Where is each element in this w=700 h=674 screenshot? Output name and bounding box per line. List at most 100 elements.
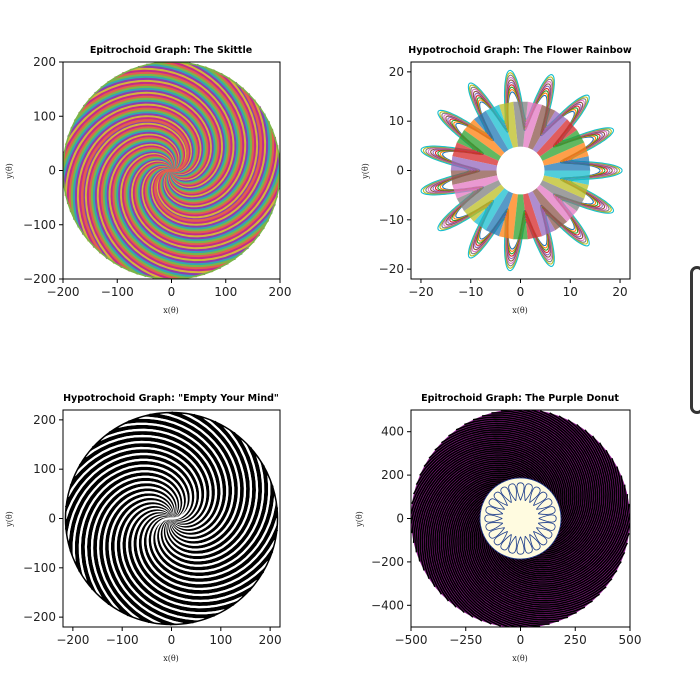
- rosette-petal: [508, 535, 517, 554]
- swirl-arm: [438, 472, 520, 625]
- y-tick-label: 200: [381, 468, 404, 482]
- y-tick-label: 0: [396, 164, 404, 178]
- spiral-arm: [73, 440, 207, 524]
- wedge: [473, 110, 509, 153]
- swirl-arm: [440, 424, 578, 537]
- wedge: [536, 119, 577, 157]
- spiral-arm: [155, 475, 271, 573]
- swirl-arm: [450, 483, 550, 625]
- swirl-arm: [446, 480, 531, 627]
- swirl-arm: [514, 419, 607, 569]
- spiral-arm: [148, 507, 279, 582]
- swirl-arm: [471, 514, 622, 604]
- rosette-petal: [500, 486, 512, 504]
- spiral-arm: [87, 478, 180, 605]
- x-tick-label: −20: [408, 285, 433, 299]
- swirl-arm: [415, 450, 555, 553]
- x-axis-label: x(θ): [512, 654, 528, 663]
- swirl-arm: [510, 410, 595, 557]
- panel-skittle: Epitrochoid Graph: The Skittle −200 −100 0…: [5, 45, 291, 315]
- panel-flower-rainbow: Hypotrochoid Graph: The Flower Rainbow −…: [361, 45, 632, 315]
- swirl-arm: [455, 488, 569, 621]
- x-tick-label: 100: [214, 285, 237, 299]
- spiral-arm: [96, 486, 176, 621]
- spiral-arm: [93, 483, 177, 617]
- swirl-arm: [486, 484, 626, 587]
- spiral-arm: [149, 413, 232, 539]
- swirl-arm: [423, 431, 572, 527]
- plot-area: [62, 409, 281, 628]
- spiral-arm: [141, 515, 277, 591]
- wedge: [523, 101, 542, 148]
- spiral-arm: [146, 516, 279, 585]
- x-axis-label: x(θ): [163, 654, 179, 663]
- swirl-arm: [428, 429, 574, 530]
- spiral-arm: [131, 510, 258, 603]
- wedge: [542, 175, 589, 199]
- swirl-arm: [510, 423, 609, 571]
- chart-title: Hypotrochoid Graph: The Flower Rainbow: [408, 45, 632, 56]
- swirl-arm: [467, 507, 613, 608]
- spiral-arm: [144, 516, 278, 588]
- rosette-petal: [537, 506, 556, 515]
- spiral-arm: [102, 491, 174, 625]
- wedge: [452, 175, 499, 199]
- x-ticks: −200 −100 0 100 200: [47, 279, 291, 299]
- rosette-petal: [488, 527, 506, 539]
- rosette-petal: [535, 527, 553, 539]
- spiral-arm: [78, 470, 185, 582]
- x-tick-label: 20: [612, 285, 627, 299]
- spiral-arm: [72, 464, 188, 562]
- x-tick-label: 0: [517, 633, 525, 647]
- plot-area: [410, 409, 631, 628]
- swirl-arm: [491, 466, 622, 583]
- spiral-arm: [99, 488, 175, 624]
- swirl-arm: [481, 414, 589, 551]
- rosette-petal: [538, 514, 557, 523]
- swirl-arm: [461, 497, 593, 615]
- spiral-arm: [90, 480, 178, 612]
- y-ticks: −200 −100 0 100 200: [23, 413, 63, 624]
- y-axis-label: y(θ): [5, 511, 14, 528]
- curve: [411, 410, 630, 627]
- swirl-arm: [425, 460, 541, 595]
- swirl-arm: [500, 442, 616, 577]
- x-ticks: −20 −10 0 10 20: [408, 279, 628, 299]
- spiral-arm: [69, 443, 204, 523]
- wedge: [536, 184, 577, 222]
- spiral-arm: [128, 419, 226, 535]
- wedge: [450, 156, 498, 171]
- side-drag-handle[interactable]: [690, 266, 700, 414]
- spiral-arm: [81, 472, 183, 590]
- y-tick-label: −20: [379, 262, 404, 276]
- swirl-arm: [457, 491, 577, 619]
- wedge: [499, 101, 518, 148]
- wedge: [464, 184, 505, 222]
- x-tick-label: −100: [106, 633, 139, 647]
- x-tick-label: 250: [564, 633, 587, 647]
- swirl-arm: [448, 482, 541, 627]
- y-tick-label: −100: [23, 218, 56, 232]
- chart-title: Epitrochoid Graph: The Purple Donut: [421, 393, 619, 404]
- y-axis-label: y(θ): [355, 511, 364, 528]
- spiral-arm: [80, 119, 190, 254]
- rosette-petal: [537, 522, 556, 531]
- wedge: [513, 194, 528, 240]
- x-ticks: −500 −250 0 250 500: [395, 627, 641, 647]
- swirl-arm: [459, 493, 586, 617]
- panel-empty-your-mind: Hypotrochoid Graph: "Empty Your Mind" −2…: [5, 393, 282, 663]
- spiral-arm: [133, 512, 265, 600]
- swirl-arm: [525, 410, 601, 563]
- spiral-arm: [85, 434, 212, 527]
- rosette-petal: [484, 514, 503, 523]
- spiral-arm: [75, 467, 186, 572]
- swirl-arm: [503, 435, 614, 575]
- spiral-arm: [78, 437, 210, 525]
- rosette-petal: [508, 483, 517, 502]
- swirl-arm: [411, 439, 564, 512]
- wedge: [527, 191, 556, 237]
- spiral-arm: [92, 431, 215, 528]
- swirl-arm: [434, 426, 576, 534]
- rosette-petal: [493, 491, 508, 506]
- spiral-arm: [139, 514, 274, 594]
